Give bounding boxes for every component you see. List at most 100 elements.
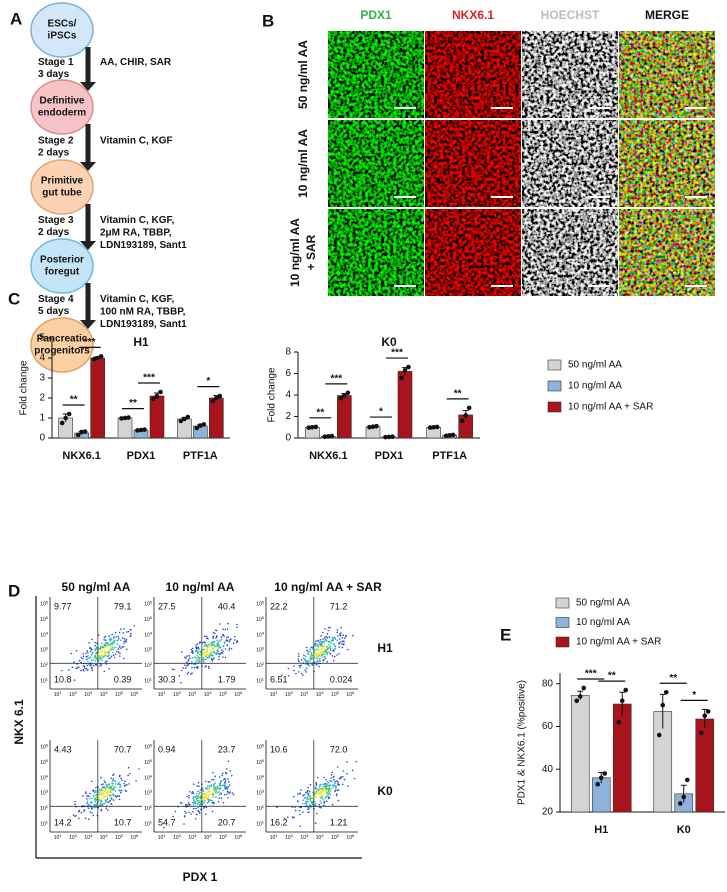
y-tick-label: 3 [39,373,45,384]
event-dot [315,784,318,786]
event-dot [320,783,322,786]
event-dot [294,806,296,809]
event-dot [305,803,308,805]
tick-base: 10 [173,692,179,698]
event-dot [223,641,226,643]
event-dot [318,641,321,644]
event-dot [123,640,126,643]
event-dot [219,623,221,625]
event-dot [211,651,214,654]
event-dot [183,823,185,825]
event-dot [297,660,300,663]
event-dot [216,785,219,788]
event-dot [119,655,121,657]
event-dot [318,649,321,651]
event-dot [215,653,218,655]
event-dot [208,667,210,669]
tick-exponent: 5 [46,758,49,763]
event-dot [92,806,94,809]
event-dot [86,669,89,671]
event-dot [214,792,217,794]
event-dot [215,790,217,792]
event-dot [100,664,103,666]
event-dot [329,652,332,655]
event-dot [114,795,117,797]
event-dot [315,657,318,659]
tick-base: 10 [40,679,46,685]
data-point [82,429,88,434]
event-dot [303,793,306,796]
event-dot [87,660,89,663]
event-dot [121,646,124,648]
tick-exponent: 4 [46,630,49,635]
tick-exponent: 2 [291,833,294,838]
event-dot [220,785,222,787]
event-dot [316,812,318,815]
event-dot [212,796,215,798]
event-dot [335,794,338,797]
event-dot [236,623,238,626]
event-dot [201,796,204,798]
event-dot [197,646,199,648]
significance-label: *** [330,373,342,384]
event-dot [126,631,128,633]
event-dot [85,802,88,805]
event-dot [191,672,193,674]
tick-exponent: 6 [150,600,153,605]
event-dot [109,799,112,802]
event-dot [322,783,325,785]
bar [209,397,224,439]
data-point [450,432,456,438]
event-dot [321,797,323,799]
stage-name: Stage 4 [38,294,74,305]
event-dot [199,795,202,797]
quadrant-percent: 10.7 [114,817,132,827]
event-dot [184,656,186,659]
tick-base: 10 [316,835,322,841]
bar [337,395,352,439]
event-dot [212,631,215,634]
event-dot [207,653,209,656]
bar [570,695,590,813]
event-dot [203,635,206,637]
event-dot [125,641,127,643]
stage-duration: 2 days [38,227,70,238]
event-dot [101,788,103,790]
event-dot [92,814,95,817]
tick-base: 10 [144,745,150,751]
event-dot [321,788,324,790]
event-dot [323,785,326,788]
quadrant-percent: 27.5 [158,601,176,611]
event-dot [117,781,120,784]
event-dot [314,803,317,805]
tick-base: 10 [100,835,106,841]
event-dot [73,661,75,663]
event-dot [336,635,339,637]
event-dot [319,800,322,802]
event-dot [214,782,216,784]
event-dot [114,790,117,793]
data-point [434,424,440,430]
event-dot [206,648,208,650]
event-dot [323,789,326,791]
tick-exponent: 6 [46,743,49,748]
event-dot [100,800,102,803]
event-dot [234,639,236,641]
event-dot [118,631,121,634]
event-dot [122,646,125,648]
event-dot [94,799,97,801]
x-tick-label: 102 [285,690,294,698]
legend-swatch [547,401,562,413]
event-dot [319,638,322,641]
event-dot [227,791,229,793]
tick-exponent: 5 [150,758,153,763]
event-dot [94,801,97,803]
data-point [466,405,472,411]
event-dot [212,637,214,640]
plot-area [266,597,358,689]
tick-exponent: 1 [59,833,62,838]
event-dot [339,776,342,779]
event-dot [221,652,224,654]
y-tick-label: 103 [40,789,49,797]
